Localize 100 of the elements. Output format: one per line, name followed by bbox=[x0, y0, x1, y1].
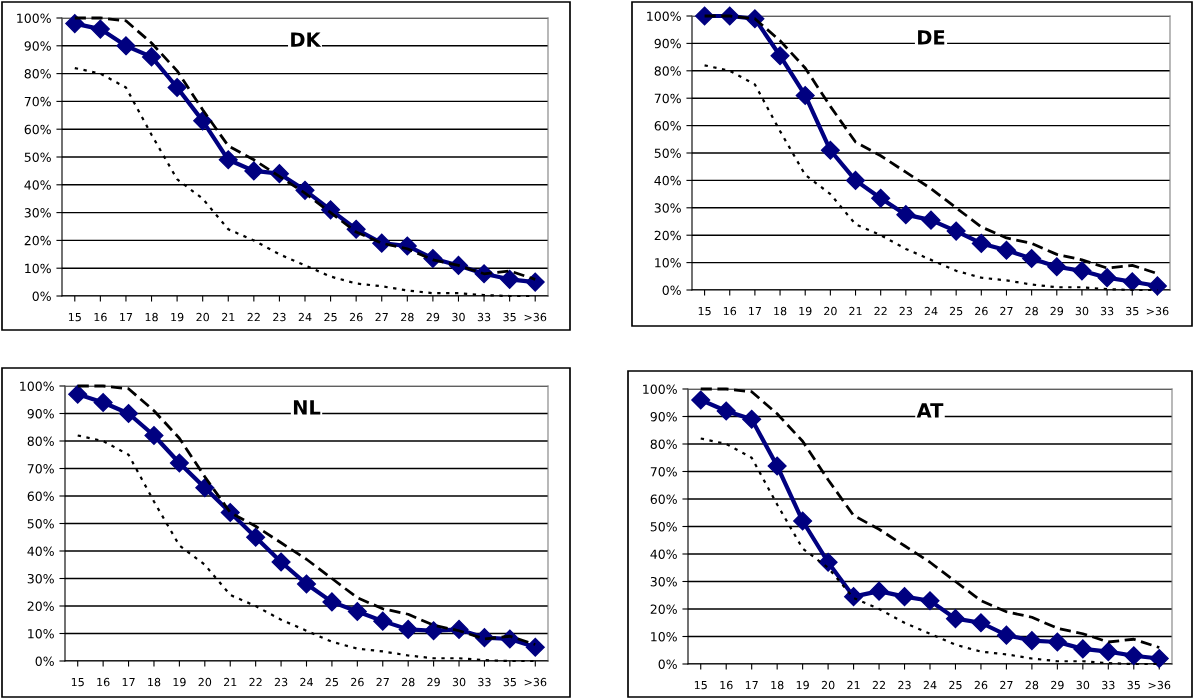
x-tick-label: 30 bbox=[1075, 306, 1089, 316]
y-tick-label: 90% bbox=[27, 408, 54, 419]
point bbox=[500, 269, 520, 289]
text: AT bbox=[916, 403, 944, 418]
point bbox=[144, 425, 164, 446]
x-tick-label: 28 bbox=[401, 312, 414, 322]
point bbox=[996, 240, 1017, 260]
x-tick-label: 23 bbox=[899, 306, 913, 316]
x-tick-label: >36 bbox=[1148, 680, 1171, 690]
point bbox=[246, 527, 266, 547]
y-tick-label: 20% bbox=[24, 235, 51, 246]
y-tick-label: 100% bbox=[647, 11, 681, 21]
y-tick-label: 100% bbox=[643, 384, 677, 394]
x-tick-label: >36 bbox=[524, 677, 547, 687]
y-tick-label: 40% bbox=[24, 180, 51, 190]
point bbox=[971, 613, 991, 633]
point bbox=[116, 36, 136, 56]
x-tick-label: 20 bbox=[198, 677, 212, 687]
point bbox=[1124, 646, 1144, 666]
x-tick-label: 24 bbox=[298, 312, 312, 322]
y-tick-label: 100% bbox=[17, 13, 51, 23]
y-tick-label: 80% bbox=[654, 66, 681, 76]
x-tick-label: 28 bbox=[401, 677, 415, 687]
y-tick-label: 60% bbox=[27, 491, 54, 501]
x-tick-label: 21 bbox=[223, 677, 237, 687]
point bbox=[296, 574, 317, 594]
x-tick-label: 19 bbox=[173, 677, 186, 687]
point bbox=[398, 619, 418, 639]
y-tick-label: 30% bbox=[24, 208, 51, 218]
point bbox=[525, 272, 545, 292]
point bbox=[971, 233, 991, 253]
y-tick-label: 60% bbox=[654, 121, 681, 131]
x-tick-label: 28 bbox=[1025, 680, 1039, 690]
x-tick-label: 25 bbox=[949, 306, 963, 316]
y-tick-label: 80% bbox=[24, 69, 51, 79]
point bbox=[193, 111, 213, 131]
y-tick-label: 60% bbox=[650, 494, 677, 504]
x-tick-label: 18 bbox=[771, 680, 784, 690]
y-tick-label: 30% bbox=[650, 576, 677, 587]
x-tick-label: 21 bbox=[847, 680, 860, 690]
x-tick-label: 16 bbox=[720, 680, 733, 690]
point bbox=[845, 170, 866, 190]
y-tick-label: 80% bbox=[650, 439, 677, 449]
y-tick-label: 50% bbox=[650, 521, 677, 532]
x-tick-label: 29 bbox=[426, 312, 440, 322]
y-tick-label: 90% bbox=[654, 38, 681, 49]
y-tick-label: 40% bbox=[650, 549, 677, 559]
y-tick-label: 0% bbox=[658, 659, 677, 669]
x-tick-label: 26 bbox=[351, 677, 364, 687]
point bbox=[869, 581, 889, 601]
x-tick-label: 16 bbox=[97, 677, 110, 687]
x-tick-label: 33 bbox=[477, 312, 491, 322]
point bbox=[1072, 261, 1092, 281]
x-tick-label: 19 bbox=[171, 312, 184, 322]
x-tick-label: 15 bbox=[694, 681, 707, 690]
y-tick-label: 30% bbox=[27, 573, 54, 584]
point bbox=[818, 552, 838, 572]
point bbox=[424, 621, 444, 641]
x-tick-label: 21 bbox=[222, 312, 235, 322]
point bbox=[1022, 631, 1042, 651]
y-tick-label: 20% bbox=[650, 604, 677, 614]
point bbox=[1122, 272, 1142, 292]
point bbox=[244, 161, 264, 181]
x-tick-label: 16 bbox=[94, 312, 107, 322]
x-tick-label: 33 bbox=[1102, 680, 1115, 690]
y-tick-label: 100% bbox=[20, 381, 54, 391]
x-tick-label: 28 bbox=[1025, 306, 1038, 316]
x-tick-label: 16 bbox=[723, 306, 737, 316]
x-tick-label: 19 bbox=[799, 306, 812, 316]
x-tick-label: 23 bbox=[274, 677, 288, 687]
point bbox=[795, 85, 815, 105]
x-tick-label: 18 bbox=[148, 677, 161, 687]
y-tick-label: 10% bbox=[25, 263, 51, 274]
y-tick-label: 50% bbox=[27, 518, 54, 529]
x-tick-label: 30 bbox=[452, 312, 465, 322]
x-tick-label: 23 bbox=[898, 680, 911, 690]
y-tick-label: 70% bbox=[27, 463, 54, 474]
x-tick-label: 17 bbox=[749, 307, 762, 316]
y-tick-label: 50% bbox=[654, 148, 681, 158]
x-tick-label: 29 bbox=[1050, 306, 1064, 316]
point bbox=[68, 384, 88, 404]
x-tick-label: 18 bbox=[774, 306, 787, 316]
point bbox=[716, 401, 736, 421]
point bbox=[167, 77, 187, 98]
y-tick-label: 70% bbox=[650, 466, 677, 477]
x-tick-label: 17 bbox=[120, 313, 133, 322]
point bbox=[1098, 642, 1118, 662]
point bbox=[1073, 639, 1093, 659]
point bbox=[844, 587, 864, 607]
y-tick-label: 20% bbox=[27, 601, 54, 611]
x-tick-label: 15 bbox=[71, 678, 84, 687]
text: DE bbox=[918, 30, 945, 45]
point bbox=[820, 140, 840, 160]
point bbox=[770, 46, 790, 66]
x-tick-label: 19 bbox=[796, 680, 809, 690]
x-tick-label: 25 bbox=[949, 680, 962, 690]
x-tick-label: 30 bbox=[1076, 680, 1090, 690]
y-tick-label: 90% bbox=[650, 411, 677, 422]
y-tick-label: 50% bbox=[24, 152, 51, 162]
y-tick-label: 90% bbox=[24, 41, 51, 51]
